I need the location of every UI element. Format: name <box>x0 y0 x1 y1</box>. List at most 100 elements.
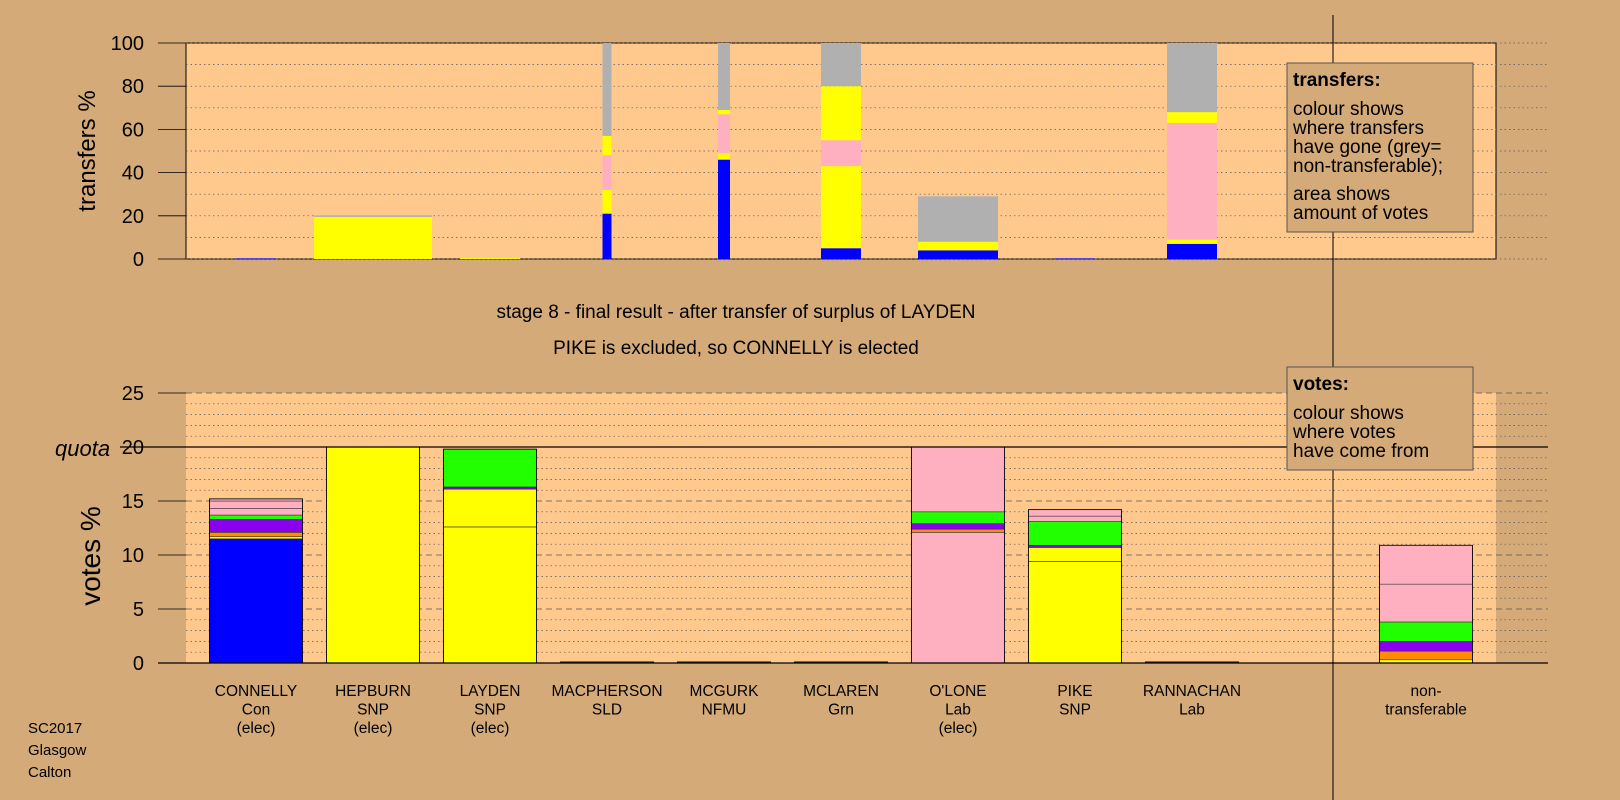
candidate-party: SLD <box>592 702 622 719</box>
transfers-bar-connelly <box>236 258 276 259</box>
transfers-bars <box>236 43 1217 259</box>
votes-note: votes: colour shows where votes have com… <box>1286 366 1474 471</box>
candidate-status: (elec) <box>237 720 276 737</box>
votes-bar-segment <box>1028 547 1122 562</box>
votes-bar-olone <box>911 446 1005 664</box>
votes-bar-segment <box>443 486 537 490</box>
candidate-party: Con <box>242 702 270 719</box>
transfers-bar-mclaren <box>821 43 861 259</box>
votes-y-tick-label: 15 <box>122 491 144 513</box>
transfers-y-tick-label: 80 <box>122 76 144 98</box>
transfers-bar-segment <box>602 189 612 214</box>
transfers-bar-olone <box>918 196 998 259</box>
votes-bar-segment <box>911 523 1005 530</box>
transfers-bar-segment <box>821 166 861 249</box>
candidate-party: Lab <box>945 702 971 719</box>
transfers-bar-segment <box>602 135 612 156</box>
transfers-note-title: transfers: <box>1293 70 1381 91</box>
votes-bar-segment <box>209 508 303 516</box>
transfers-y-tick-label: 60 <box>122 119 144 141</box>
votes-y-tick-label: 20 <box>122 437 144 459</box>
transfers-bar-mcgurk <box>718 43 730 259</box>
candidate-party: SNP <box>1059 702 1091 719</box>
transfers-bar-segment <box>1167 239 1217 244</box>
candidate-party: Lab <box>1179 702 1205 719</box>
votes-bar-segment <box>1028 515 1122 522</box>
transfers-bar-segment <box>1167 43 1217 113</box>
votes-bar-segment <box>209 532 303 537</box>
transfers-bar-macpherson <box>602 43 612 259</box>
transfers-note-line: colour shows <box>1293 99 1404 120</box>
votes-bar-segment <box>209 536 303 540</box>
candidate-status: (elec) <box>354 720 393 737</box>
transfers-bar-segment <box>1167 122 1217 240</box>
transfers-bar-segment <box>821 86 861 141</box>
votes-y-ticks: 0 5 10 15 20 25 <box>122 383 186 675</box>
votes-bar-segment <box>1379 583 1473 623</box>
transfers-bar-segment <box>314 216 432 259</box>
candidate-status: (elec) <box>939 720 978 737</box>
transfers-y-ticks: 0 20 40 60 80 100 <box>111 33 186 271</box>
candidate-name: non- <box>1410 683 1441 700</box>
votes-bar-segment <box>911 511 1005 524</box>
votes-bar-pike <box>1028 509 1122 664</box>
votes-bar-segment <box>209 500 303 509</box>
transfers-note-line: area shows <box>1293 184 1390 205</box>
votes-bar-connelly <box>209 498 303 664</box>
candidate-name: MCLAREN <box>803 683 879 700</box>
votes-bar-segment <box>209 538 303 664</box>
candidate-name: MACPHERSON <box>551 683 662 700</box>
transfers-note-line: have gone (grey= <box>1293 137 1441 158</box>
footer-line: SC2017 <box>28 720 82 737</box>
transfers-y-tick-label: 20 <box>122 206 144 228</box>
candidate-status: (elec) <box>471 720 510 737</box>
votes-bar-segment <box>209 519 303 533</box>
transfers-bar-segment <box>1167 112 1217 123</box>
votes-y-label: votes % <box>75 506 106 606</box>
transfers-bar-segment <box>718 114 730 154</box>
votes-y-tick-label: 25 <box>122 383 144 405</box>
candidate-name: PIKE <box>1057 683 1092 700</box>
transfers-bar-segment <box>821 43 861 87</box>
candidate-party: NFMU <box>702 702 747 719</box>
transfers-bar-segment <box>602 155 612 190</box>
votes-note-title: votes: <box>1293 374 1349 395</box>
votes-bar-segment <box>911 528 1005 533</box>
transfers-note-line: amount of votes <box>1293 203 1428 224</box>
transfers-bar-segment <box>718 153 730 160</box>
transfers-bar-segment <box>460 258 520 259</box>
candidate-name: MCGURK <box>690 683 760 700</box>
transfers-bar-rannachan <box>1167 43 1217 259</box>
stage-subtitle: PIKE is excluded, so CONNELLY is elected <box>553 338 919 359</box>
votes-bar-segment <box>443 448 537 488</box>
transfers-bar-segment <box>918 250 998 259</box>
votes-y-tick-label: 10 <box>122 545 144 567</box>
transfers-bar-segment <box>821 248 861 259</box>
votes-bar-segment <box>209 514 303 520</box>
transfers-bar-segment <box>918 196 998 242</box>
candidate-party: transferable <box>1385 702 1467 719</box>
quota-label: quota <box>55 436 110 461</box>
votes-bar-segment <box>443 526 537 664</box>
transfers-y-tick-label: 40 <box>122 163 144 185</box>
votes-bar-segment <box>1028 509 1122 517</box>
transfers-bar-pike <box>1055 258 1095 259</box>
transfers-y-label: transfers % <box>74 90 101 211</box>
transfers-bar-segment <box>718 43 730 110</box>
votes-y-tick-label: 0 <box>133 653 144 675</box>
transfers-bar-segment <box>236 258 276 259</box>
votes-bar-segment <box>911 446 1005 513</box>
footer-line: Calton <box>28 764 71 781</box>
transfers-bar-segment <box>918 241 998 251</box>
candidate-party: Grn <box>828 702 854 719</box>
candidate-name: O'LONE <box>929 683 986 700</box>
transfers-bar-hepburn <box>314 215 432 259</box>
candidate-labels: CONNELLYCon(elec)HEPBURNSNP(elec)LAYDENS… <box>215 683 1467 737</box>
transfers-bar-layden <box>460 258 520 259</box>
transfers-note: transfers: colour shows where transfers … <box>1286 62 1474 233</box>
transfers-note-line: where transfers <box>1292 118 1424 139</box>
votes-bar-segment <box>1028 521 1122 546</box>
transfers-bar-segment <box>718 109 730 115</box>
votes-bar-segment <box>1028 561 1122 664</box>
